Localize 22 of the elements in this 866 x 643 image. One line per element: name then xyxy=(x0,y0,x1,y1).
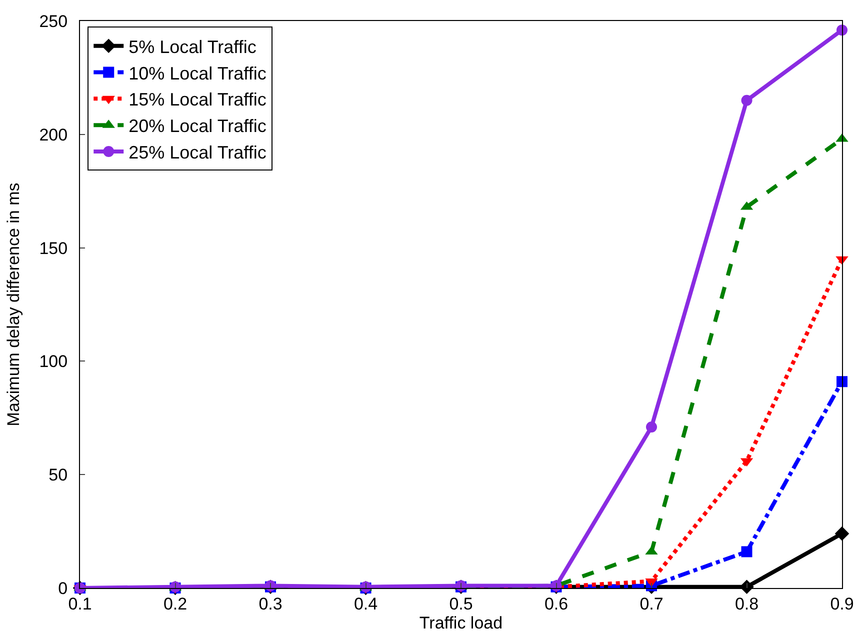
y-tick-label: 250 xyxy=(39,12,68,31)
y-tick-label: 50 xyxy=(48,466,68,485)
legend-label: 5% Local Traffic xyxy=(128,36,256,57)
x-tick-label: 0.6 xyxy=(544,594,568,614)
x-tick-label: 0.1 xyxy=(68,594,92,614)
x-axis-title: Traffic load xyxy=(419,613,503,632)
y-tick-label: 200 xyxy=(39,125,68,144)
x-tick-label: 0.7 xyxy=(640,594,664,614)
legend-label: 20% Local Traffic xyxy=(128,116,266,136)
x-tick-label: 0.4 xyxy=(354,594,378,614)
y-tick-label: 0 xyxy=(58,578,68,598)
legend-label: 15% Local Traffic xyxy=(128,90,266,110)
x-tick-label: 0.2 xyxy=(163,594,188,614)
x-tick-label: 0.9 xyxy=(830,594,854,614)
legend-label: 10% Local Traffic xyxy=(128,63,266,84)
y-tick-label: 150 xyxy=(39,238,68,258)
legend-label: 25% Local Traffic xyxy=(128,142,266,162)
x-tick-label: 0.8 xyxy=(734,594,759,614)
y-tick-label: 100 xyxy=(39,352,68,372)
x-tick-label: 0.5 xyxy=(449,594,473,614)
y-axis-title: Maximum delay difference in ms xyxy=(4,182,23,426)
x-tick-label: 0.3 xyxy=(258,594,282,614)
